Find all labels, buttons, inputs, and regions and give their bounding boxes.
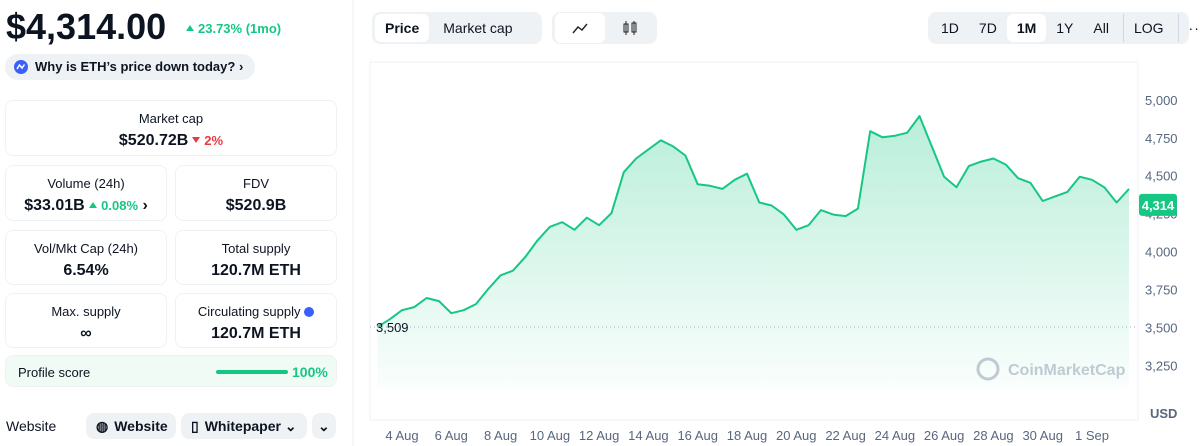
- y-tick-label: 4,000: [1145, 245, 1178, 260]
- tab[interactable]: Price: [375, 14, 430, 42]
- y-tick-label: 4,500: [1145, 169, 1178, 184]
- current-price-label: 4,314: [1142, 198, 1175, 213]
- x-tick-label: 8 Aug: [484, 428, 517, 443]
- price-line: [376, 115, 1130, 328]
- range-button[interactable]: 1Y: [1056, 20, 1074, 36]
- stat-card: Vol/Mkt Cap (24h) 6.54%: [5, 230, 167, 285]
- x-tick-label: 6 Aug: [435, 428, 468, 443]
- x-tick-label: 28 Aug: [973, 428, 1014, 443]
- x-tick-label: 30 Aug: [1022, 428, 1063, 443]
- stat-card: Total supply 120.7M ETH: [175, 230, 337, 285]
- links-label: Website: [6, 418, 57, 434]
- range-button[interactable]: 1M: [1006, 14, 1047, 42]
- current-price-badge: [1139, 193, 1177, 216]
- cmc-icon: [14, 60, 28, 74]
- stat-change: 2%: [204, 133, 224, 148]
- stat-label: Circulating supply: [197, 304, 301, 319]
- stat-value: $33.01B: [24, 197, 85, 214]
- stat-card: Circulating supply 120.7M ETH: [175, 293, 337, 348]
- stat-card: Volume (24h) $33.01B 0.08% ›: [5, 165, 167, 221]
- stat-card: Market cap $520.72B 2%: [5, 100, 337, 156]
- stat-value: $520.9B: [225, 197, 287, 214]
- x-tick-label: 4 Aug: [385, 428, 418, 443]
- stat-label: Total supply: [221, 241, 291, 256]
- stat-label: Volume (24h): [47, 176, 125, 191]
- x-tick-label: 18 Aug: [727, 428, 768, 443]
- range-button[interactable]: All: [1093, 20, 1109, 36]
- x-tick-label: 26 Aug: [924, 428, 965, 443]
- range-button[interactable]: 7D: [978, 20, 997, 36]
- range-button[interactable]: 1D: [941, 20, 959, 36]
- y-axis-unit: USD: [1150, 406, 1177, 421]
- x-tick-label: 10 Aug: [530, 428, 571, 443]
- why-text: Why is ETH’s price down today?: [35, 59, 236, 74]
- stat-value: 6.54%: [63, 262, 109, 279]
- y-tick-label: 3,250: [1145, 358, 1178, 373]
- plot-frame: [369, 61, 1139, 421]
- button-text: Website: [114, 418, 168, 434]
- whitepaper-button[interactable]: ▯ Whitepaper ⌄: [181, 413, 307, 439]
- profile-card: Profile score 100%: [5, 355, 337, 387]
- stat-value: $520.72B: [118, 132, 189, 149]
- x-tick-label: 14 Aug: [628, 428, 669, 443]
- stat-value: 120.7M ETH: [211, 325, 301, 342]
- y-tick-label: 3,500: [1145, 320, 1178, 335]
- profile-value: 100%: [292, 364, 328, 380]
- tab[interactable]: Market cap: [443, 20, 513, 36]
- line-type[interactable]: [555, 13, 605, 43]
- stat-label: Max. supply: [51, 304, 121, 319]
- candle-type[interactable]: [605, 13, 655, 43]
- stat-label: Market cap: [138, 111, 204, 126]
- range-button[interactable]: LOG: [1122, 14, 1174, 42]
- chart-type-group: [552, 12, 657, 44]
- website-button[interactable]: ◍ Website: [86, 413, 176, 439]
- stat-label: Vol/Mkt Cap (24h): [33, 241, 139, 256]
- x-tick-label: 1 Sep: [1075, 428, 1109, 443]
- price: $4,314.00: [6, 6, 167, 47]
- tab-group: Price Market cap: [372, 12, 542, 44]
- why-button[interactable]: Why is ETH’s price down today? ›: [5, 54, 256, 80]
- start-price-label: 3,509: [376, 320, 409, 335]
- y-tick-label: 3,750: [1145, 282, 1178, 297]
- stat-value: ∞: [80, 325, 92, 342]
- x-tick-label: 12 Aug: [579, 428, 620, 443]
- y-tick-label: 4,750: [1145, 131, 1178, 146]
- button-text: Whitepaper: [204, 418, 281, 434]
- more-links[interactable]: ⌄: [312, 413, 336, 439]
- profile-bar: [216, 370, 288, 374]
- price-change: 23.73% (1mo): [198, 21, 282, 36]
- more-menu[interactable]: ···: [1177, 14, 1200, 42]
- x-tick-label: 20 Aug: [776, 428, 817, 443]
- stat-change: 0.08%: [101, 198, 139, 213]
- x-tick-label: 24 Aug: [875, 428, 916, 443]
- y-tick-label: 5,000: [1145, 93, 1178, 108]
- stat-value: 120.7M ETH: [211, 262, 301, 279]
- price-area: [377, 116, 1129, 389]
- profile-label: Profile score: [18, 365, 91, 380]
- stat-card: Max. supply ∞: [5, 293, 167, 348]
- x-tick-label: 22 Aug: [825, 428, 866, 443]
- stat-label: FDV: [243, 176, 269, 191]
- x-tick-label: 16 Aug: [677, 428, 718, 443]
- range-group: 1D 7D 1M 1Y All LOG···: [928, 12, 1200, 44]
- stat-card: FDV $520.9B: [175, 165, 337, 221]
